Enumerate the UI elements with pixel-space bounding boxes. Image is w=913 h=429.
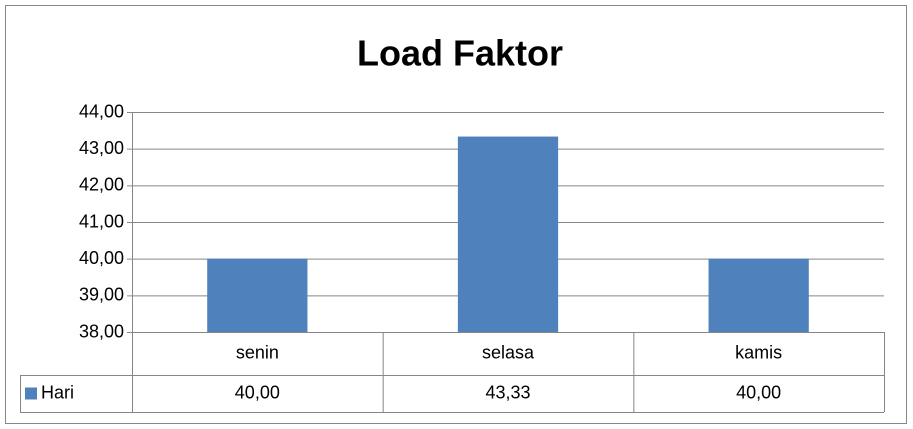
y-tick-label: 43,00 <box>79 138 124 158</box>
x-tick-label: kamis <box>735 342 782 362</box>
x-tick-label: senin <box>236 342 279 362</box>
y-tick-label: 38,00 <box>79 321 124 341</box>
y-tick-label: 40,00 <box>79 248 124 268</box>
legend-key <box>25 387 37 400</box>
bar <box>207 258 308 332</box>
y-tick-label: 42,00 <box>79 175 124 195</box>
chart-title: Load Faktor <box>357 33 563 74</box>
data-table-value: 43,33 <box>485 382 530 402</box>
chart-border <box>5 5 907 424</box>
data-table-value: 40,00 <box>235 382 280 402</box>
legend-label: Hari <box>41 382 74 402</box>
y-tick-label: 41,00 <box>79 211 124 231</box>
data-table-value: 40,00 <box>736 382 781 402</box>
y-tick-label: 44,00 <box>79 101 124 121</box>
y-tick-label: 39,00 <box>79 285 124 305</box>
bar <box>457 136 559 332</box>
x-tick-label: selasa <box>482 342 535 362</box>
bar <box>708 258 809 332</box>
